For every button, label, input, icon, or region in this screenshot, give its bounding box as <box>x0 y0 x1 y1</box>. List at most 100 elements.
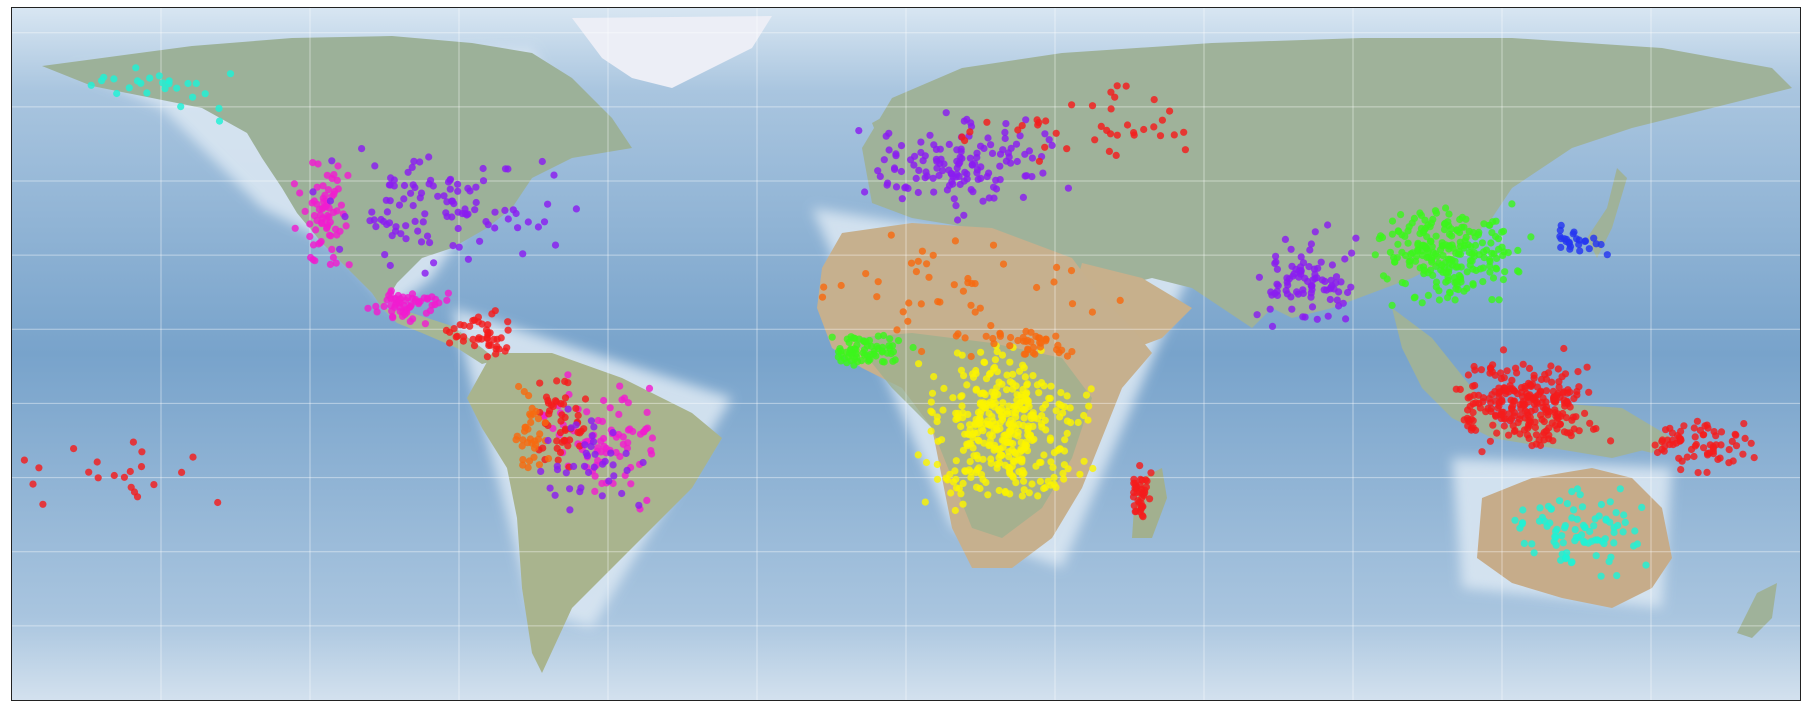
locality-point-lime <box>1488 296 1496 304</box>
locality-point-violet <box>583 452 592 460</box>
locality-point-red <box>1068 101 1076 109</box>
locality-point-lime <box>858 357 866 365</box>
locality-point-violet <box>410 157 418 165</box>
locality-point-violet <box>971 159 979 168</box>
locality-point-red <box>1549 437 1557 445</box>
locality-point-violet <box>885 146 893 154</box>
locality-point-lime <box>872 352 880 360</box>
locality-point-lime <box>1474 231 1482 239</box>
locality-point-lime <box>1442 204 1450 212</box>
locality-point-orange <box>873 293 881 301</box>
locality-point-red <box>504 318 512 326</box>
locality-point-lime <box>1462 215 1470 223</box>
locality-point-yellow <box>927 407 935 415</box>
locality-point-violet <box>609 429 617 437</box>
locality-point-blue <box>1557 243 1565 251</box>
locality-point-violet <box>1305 263 1313 271</box>
locality-point-red <box>70 445 78 453</box>
locality-point-lime <box>1487 239 1495 247</box>
locality-point-red <box>553 437 561 445</box>
locality-point-red <box>1150 96 1158 104</box>
locality-point-cyan <box>1573 485 1582 493</box>
locality-point-violet <box>546 484 554 492</box>
locality-point-lime <box>1454 263 1462 271</box>
locality-point-yellow <box>1036 458 1044 466</box>
locality-point-red <box>552 398 561 406</box>
locality-point-violet <box>1347 283 1355 291</box>
locality-point-magenta <box>443 296 451 304</box>
locality-point-orange <box>532 407 540 416</box>
locality-point-orange <box>1006 342 1014 350</box>
locality-point-violet <box>967 186 975 194</box>
locality-point-red <box>1508 376 1516 384</box>
locality-point-red <box>127 483 135 491</box>
locality-point-violet <box>1335 288 1343 296</box>
locality-point-lime <box>1383 275 1391 283</box>
locality-point-violet <box>328 157 336 165</box>
locality-point-yellow <box>973 466 981 474</box>
locality-point-violet <box>929 174 937 182</box>
locality-point-violet <box>1048 141 1056 149</box>
locality-point-cyan <box>192 79 200 87</box>
locality-point-yellow <box>1074 418 1082 427</box>
north-america <box>42 36 632 308</box>
locality-point-lime <box>863 352 871 360</box>
locality-point-red <box>1485 395 1493 403</box>
locality-point-magenta <box>344 171 352 179</box>
locality-point-lime <box>1431 207 1440 215</box>
locality-point-violet <box>910 161 918 169</box>
locality-point-red <box>961 137 969 145</box>
locality-point-cyan <box>173 84 181 92</box>
locality-point-orange <box>1052 332 1060 340</box>
locality-point-violet <box>464 184 472 192</box>
greenland <box>572 16 772 88</box>
locality-point-cyan <box>1568 488 1576 496</box>
locality-point-yellow <box>1059 409 1067 417</box>
locality-point-yellow <box>959 409 967 417</box>
locality-point-red <box>1559 389 1567 397</box>
locality-point-yellow <box>987 455 995 463</box>
locality-point-magenta <box>408 290 417 298</box>
locality-point-violet <box>440 192 448 200</box>
locality-point-red <box>487 341 495 349</box>
locality-point-magenta <box>594 444 602 452</box>
locality-point-red <box>1456 385 1464 393</box>
locality-point-lime <box>1444 276 1452 285</box>
locality-point-violet <box>1004 149 1013 157</box>
locality-point-yellow <box>1011 409 1020 417</box>
locality-point-red <box>189 453 197 461</box>
locality-point-violet <box>567 424 575 432</box>
locality-point-yellow <box>999 413 1007 421</box>
locality-point-magenta <box>648 450 656 458</box>
locality-point-lime <box>885 342 893 350</box>
locality-point-violet <box>930 188 938 196</box>
locality-point-red <box>1170 131 1178 139</box>
locality-point-red <box>1542 387 1550 395</box>
locality-point-magenta <box>626 425 634 433</box>
locality-point-magenta <box>619 440 627 448</box>
locality-point-orange <box>512 436 520 444</box>
new-zealand <box>1737 583 1777 638</box>
locality-point-magenta <box>615 430 623 439</box>
locality-point-yellow <box>984 491 992 499</box>
locality-point-cyan <box>1593 536 1601 544</box>
locality-point-red <box>1750 454 1758 462</box>
locality-point-red <box>1554 410 1562 418</box>
locality-point-cyan <box>1614 521 1622 530</box>
locality-point-magenta <box>387 302 395 310</box>
locality-point-yellow <box>1041 484 1049 492</box>
locality-point-red <box>452 333 460 341</box>
locality-point-violet <box>984 134 992 142</box>
locality-point-red <box>1146 495 1154 503</box>
locality-point-red <box>35 464 43 472</box>
locality-point-violet <box>1301 313 1309 321</box>
locality-point-lime <box>1465 249 1473 257</box>
locality-point-orange <box>918 247 927 255</box>
locality-point-cyan <box>1606 518 1614 526</box>
locality-point-violet <box>1290 270 1298 278</box>
locality-point-red <box>1035 119 1043 127</box>
locality-point-blue <box>1575 240 1583 249</box>
locality-point-cyan <box>1553 525 1561 533</box>
locality-point-red <box>85 468 93 476</box>
locality-point-magenta <box>325 231 334 239</box>
